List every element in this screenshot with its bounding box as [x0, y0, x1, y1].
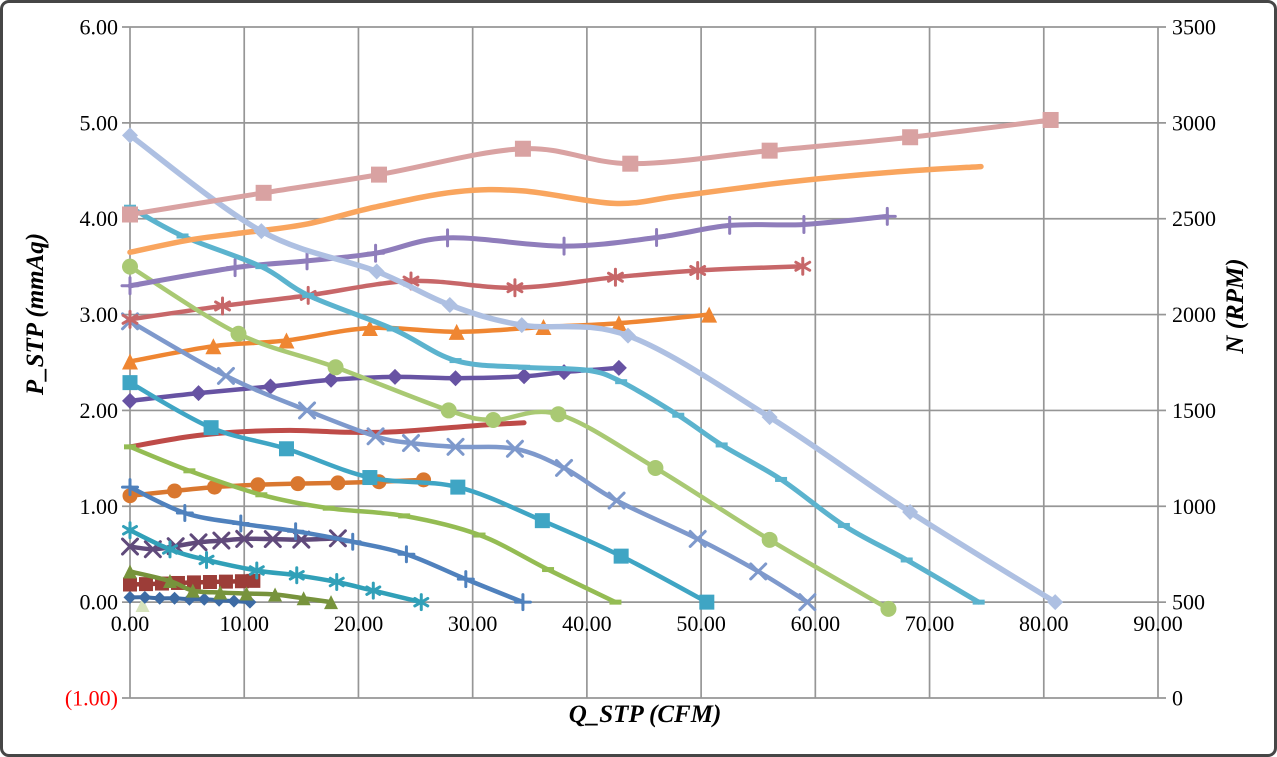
series-N7	[121, 256, 812, 329]
left-axis-tick-label: 0.00	[80, 590, 119, 615]
x-axis-tick-label: 70.00	[905, 611, 955, 636]
right-axis-tick-label: 1500	[1172, 398, 1216, 423]
left-axis-tick-label: 5.00	[80, 110, 119, 135]
x-axis-tick-label: 0.00	[111, 611, 150, 636]
series-P8	[122, 258, 897, 617]
series-N5	[122, 359, 627, 409]
left-axis-tick-label: 1.00	[80, 494, 119, 519]
left-axis-tick-label: 6.00	[80, 15, 119, 40]
plot-background	[130, 27, 1158, 698]
series-P4	[121, 478, 532, 612]
series-P0	[135, 598, 150, 613]
x-axis-tick-label: 90.00	[1133, 611, 1183, 636]
left-axis-tick-label: 4.00	[80, 206, 119, 231]
right-axis-tick-label: 500	[1172, 590, 1205, 615]
right-axis-tick-label: 1000	[1172, 494, 1216, 519]
x-axis-tick-label: 50.00	[676, 611, 726, 636]
x-axis-tick-label: 60.00	[791, 611, 841, 636]
left-axis-tick-label: 2.00	[80, 398, 119, 423]
plot-area: 6.00 5.00 4.00 3.00 2.00 1.00 0.00 (1.00) 3500 30…	[65, 15, 1216, 711]
series-N6	[122, 306, 718, 370]
series-N4	[127, 420, 527, 450]
series-N10	[122, 111, 1059, 223]
x-axis-tick-label: 80.00	[1019, 611, 1069, 636]
series-P2	[123, 564, 339, 610]
right-axis-tick-label: 2000	[1172, 302, 1216, 327]
left-axis-tick-label: (1.00)	[65, 686, 118, 711]
series-P3	[122, 521, 430, 612]
series-P7	[121, 312, 817, 612]
x-axis-tick-label: 20.00	[334, 611, 384, 636]
right-axis-tick-label: 2500	[1172, 206, 1216, 231]
x-axis-tick-label: 40.00	[562, 611, 612, 636]
left-axis-tick-label: 3.00	[80, 302, 119, 327]
axis-labels: 6.00 5.00 4.00 3.00 2.00 1.00 0.00 (1.00) 3500 30…	[65, 15, 1216, 711]
series-P9	[124, 204, 985, 605]
right-axis-tick-label: 0	[1172, 686, 1183, 711]
series-P5	[124, 444, 622, 605]
x-axis-tick-label: 30.00	[448, 611, 498, 636]
x-axis-tick-label: 10.00	[219, 611, 269, 636]
right-axis-tick-label: 3000	[1172, 110, 1216, 135]
gridlines	[129, 26, 1159, 699]
series-N9	[127, 163, 984, 256]
right-axis-tick-label: 3500	[1172, 15, 1216, 40]
series-P6	[122, 375, 715, 610]
